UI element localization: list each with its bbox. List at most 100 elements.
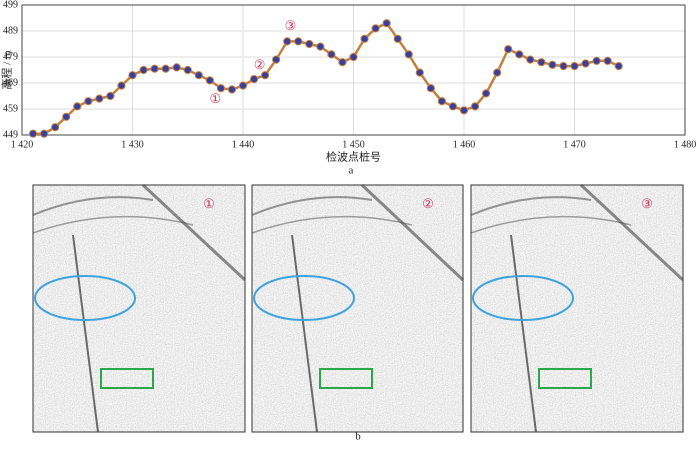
point [382, 19, 391, 28]
reflector [32, 196, 154, 216]
x-axis-title: 检波点桩号 [326, 150, 381, 164]
highlight-ellipse [34, 275, 136, 321]
point [150, 64, 159, 73]
x-tick-label: 1 430 [121, 139, 144, 150]
reflector [251, 196, 373, 216]
point [40, 129, 49, 138]
point [249, 75, 259, 84]
point [272, 55, 281, 64]
point [106, 91, 115, 101]
seismic-image: ① [32, 183, 247, 433]
point [570, 62, 579, 71]
point [482, 89, 491, 98]
x-tick-label: 1 480 [674, 139, 697, 150]
point [349, 52, 358, 62]
reflector [32, 215, 194, 234]
image-frame [32, 184, 246, 433]
highlight-ellipse [253, 275, 355, 321]
x-tick-label: 1 470 [563, 139, 586, 150]
point [404, 50, 413, 59]
annotation: ② [254, 57, 266, 72]
highlight-box [538, 368, 592, 389]
point [205, 76, 214, 85]
fault [141, 183, 247, 282]
highlight-box [100, 368, 154, 389]
point [95, 94, 104, 103]
image-frame [470, 184, 684, 433]
point [614, 62, 623, 71]
x-tick-label: 1 450 [342, 139, 365, 150]
y-tick-label: 479 [3, 51, 18, 62]
panel-label: b [355, 431, 361, 443]
point [526, 55, 535, 64]
point [415, 68, 424, 77]
image-frame [251, 184, 464, 433]
image-label: ③ [641, 196, 653, 211]
point [548, 60, 557, 69]
point [51, 123, 60, 132]
point [172, 63, 181, 72]
image-noise [33, 185, 245, 432]
point [117, 81, 126, 90]
point [393, 34, 402, 43]
reflector [470, 215, 632, 234]
point [537, 58, 546, 67]
fault [72, 234, 99, 433]
point [559, 62, 568, 71]
point [84, 97, 93, 106]
point [371, 24, 380, 33]
fault [291, 234, 318, 433]
point [338, 58, 347, 67]
annotation: ① [210, 91, 222, 106]
point [261, 71, 270, 80]
point [194, 71, 203, 80]
y-tick-label: 469 [3, 77, 18, 88]
plot-frame [21, 4, 686, 136]
point [459, 106, 469, 115]
annotation: ③ [285, 18, 297, 33]
image-label: ① [203, 196, 215, 211]
y-axis-title: 高程 / m [0, 50, 14, 90]
y-tick-label: 499 [3, 0, 18, 10]
point [216, 84, 225, 93]
point [316, 42, 325, 51]
point [581, 59, 590, 68]
fault [360, 183, 465, 282]
point [592, 56, 601, 66]
point [305, 39, 314, 49]
panel-label: a [349, 165, 354, 177]
point [493, 68, 502, 77]
point [227, 85, 237, 94]
point [283, 37, 292, 46]
point [294, 37, 303, 46]
y-tick-label: 489 [3, 25, 18, 36]
y-tick-label: 449 [3, 129, 18, 140]
point [448, 102, 458, 111]
y-tick-label: 459 [3, 103, 18, 114]
x-tick-label: 1 420 [11, 139, 34, 150]
point [360, 34, 369, 43]
highlight-ellipse [472, 275, 574, 321]
point [426, 84, 435, 93]
point [28, 129, 38, 138]
point [73, 102, 82, 111]
fault [579, 183, 685, 282]
point [603, 56, 612, 66]
point [327, 50, 336, 59]
point [504, 45, 513, 54]
point [139, 65, 148, 75]
point [470, 102, 480, 111]
seismic-image: ③ [470, 183, 685, 433]
image-noise [471, 185, 683, 432]
fault [510, 234, 537, 433]
x-tick-label: 1 440 [232, 139, 255, 150]
reflector [251, 215, 413, 234]
image-noise [252, 185, 463, 432]
point [515, 50, 524, 59]
point [128, 71, 137, 80]
point [161, 64, 170, 73]
seismic-image: ② [251, 183, 465, 433]
point [183, 65, 192, 75]
highlight-box [319, 368, 373, 389]
